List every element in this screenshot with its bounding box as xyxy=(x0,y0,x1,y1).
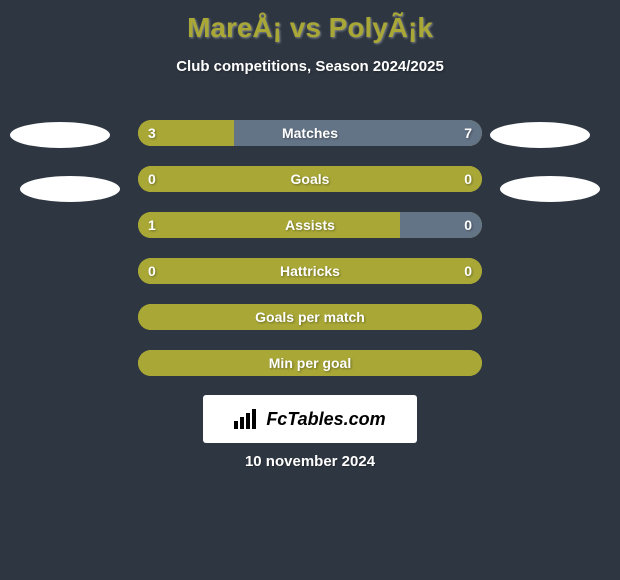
fctables-logo[interactable]: FcTables.com xyxy=(203,395,417,443)
bar-matches-right-seg xyxy=(234,120,482,146)
page-title: MareÅ¡ vs PolyÃ¡k xyxy=(0,0,620,44)
bar-assists: 1 Assists 0 xyxy=(138,212,482,238)
bar-assists-label: Assists xyxy=(285,217,335,233)
bar-matches-label: Matches xyxy=(282,125,338,141)
bar-goals-label: Goals xyxy=(291,171,330,187)
bar-assists-right-val: 0 xyxy=(464,217,472,233)
player-right-avatar-top xyxy=(490,122,590,148)
bar-matches-right-val: 7 xyxy=(464,125,472,141)
bar-goals-right-val: 0 xyxy=(464,171,472,187)
bar-gpm: Goals per match xyxy=(138,304,482,330)
bar-hattricks-label: Hattricks xyxy=(280,263,340,279)
player-right-avatar-bottom xyxy=(500,176,600,202)
bar-assists-left-seg xyxy=(138,212,400,238)
bar-matches: 3 Matches 7 xyxy=(138,120,482,146)
bar-hattricks-right-val: 0 xyxy=(464,263,472,279)
bar-hattricks-left-val: 0 xyxy=(148,263,156,279)
bar-mpg-label: Min per goal xyxy=(269,355,351,371)
bar-gpm-label: Goals per match xyxy=(255,309,365,325)
bar-hattricks: 0 Hattricks 0 xyxy=(138,258,482,284)
player-left-avatar-bottom xyxy=(20,176,120,202)
player-left-avatar-top xyxy=(10,122,110,148)
logo-text: FcTables.com xyxy=(266,409,385,430)
bar-goals: 0 Goals 0 xyxy=(138,166,482,192)
bar-goals-left-val: 0 xyxy=(148,171,156,187)
comparison-bars: 3 Matches 7 0 Goals 0 1 Assists 0 0 Hatt… xyxy=(138,120,482,396)
bar-mpg: Min per goal xyxy=(138,350,482,376)
page-subtitle: Club competitions, Season 2024/2025 xyxy=(0,58,620,75)
bars-icon xyxy=(234,409,260,429)
date-text: 10 november 2024 xyxy=(0,453,620,470)
bar-matches-left-val: 3 xyxy=(148,125,156,141)
logo-inner: FcTables.com xyxy=(234,409,385,430)
bar-assists-left-val: 1 xyxy=(148,217,156,233)
